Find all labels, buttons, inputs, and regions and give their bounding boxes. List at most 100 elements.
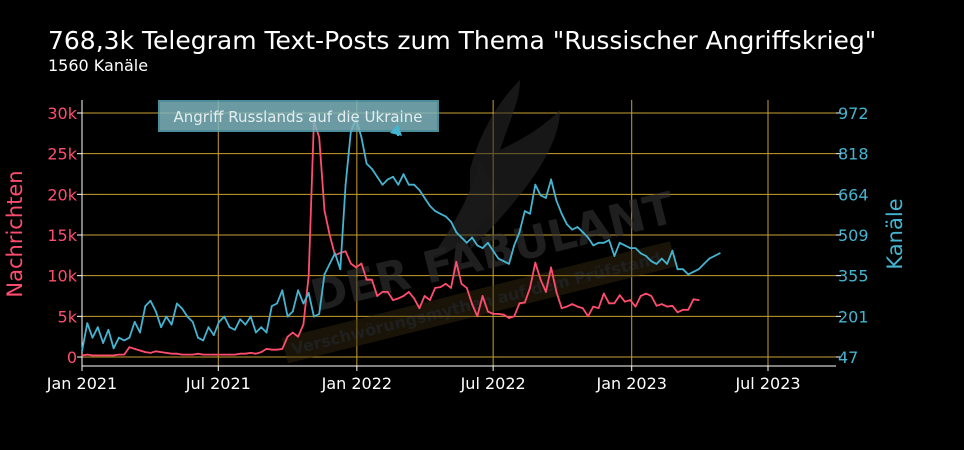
y-right-tick-label: 972 [838, 104, 869, 123]
data-point [133, 321, 136, 323]
data-point [149, 352, 152, 354]
data-point [360, 262, 363, 265]
data-point [555, 199, 558, 202]
data-point [692, 298, 695, 301]
data-point [439, 212, 442, 215]
data-point [645, 255, 647, 257]
data-point [402, 295, 405, 297]
data-point [297, 289, 299, 292]
data-point [708, 257, 711, 260]
data-point [102, 354, 104, 357]
data-point [128, 336, 131, 339]
axes: 0 5k 10k 15k 20k 25k 30k 47 201 355 509 664 818 972 Ja… [3, 100, 907, 393]
annotation: Angriff Russlands auf die Ukraine [158, 100, 439, 136]
y-left-tick-label: 5k [58, 307, 78, 326]
data-point [676, 311, 679, 314]
data-point [608, 239, 610, 242]
data-point [508, 317, 510, 319]
data-point [523, 210, 526, 213]
data-point [376, 175, 379, 178]
data-point [349, 262, 352, 265]
data-point [91, 354, 94, 357]
data-point [144, 305, 147, 307]
x-tick-label: Jan 2022 [321, 374, 392, 393]
y-left-tick-label: 15k [47, 226, 77, 245]
annotation-text: Angriff Russlands auf die Ukraine [174, 108, 423, 126]
data-point [597, 307, 600, 310]
data-point [407, 291, 410, 293]
data-point [660, 303, 663, 305]
data-point [502, 260, 505, 263]
data-point [191, 321, 194, 323]
data-point [418, 307, 421, 310]
data-point [666, 263, 668, 265]
data-point [471, 236, 473, 239]
data-point [128, 346, 131, 349]
data-point [571, 303, 574, 305]
data-point [133, 348, 136, 350]
data-point [276, 302, 278, 305]
data-point [529, 212, 531, 215]
data-point [281, 289, 284, 292]
data-point [107, 328, 110, 331]
data-point [592, 305, 595, 308]
data-point [197, 352, 199, 355]
data-point [313, 315, 315, 318]
data-point [513, 244, 516, 247]
data-point [539, 194, 542, 197]
data-point [629, 247, 632, 250]
data-point [118, 336, 120, 339]
data-point [545, 291, 547, 293]
data-point [91, 336, 94, 339]
data-point [487, 310, 489, 313]
y-axis-left-title: Nachrichten [3, 170, 27, 297]
data-point [160, 351, 163, 353]
data-point [587, 236, 589, 239]
data-point [165, 352, 168, 354]
data-point [492, 313, 494, 315]
y-right-tick-label: 201 [838, 307, 869, 326]
chart-subtitle: 1560 Kanäle [48, 56, 149, 75]
data-point [265, 331, 268, 334]
data-point [518, 302, 521, 305]
data-point [697, 299, 700, 301]
series-nachrichten [81, 120, 700, 357]
data-point [302, 323, 305, 326]
data-point [281, 348, 284, 350]
data-point [513, 315, 516, 318]
data-point [165, 315, 168, 318]
data-point [650, 260, 653, 263]
data-point [571, 228, 574, 231]
data-point [455, 260, 458, 263]
data-point [86, 322, 89, 325]
y-right-tick-label: 664 [838, 185, 869, 204]
data-point [676, 268, 679, 271]
data-point [497, 257, 500, 260]
data-point [328, 234, 331, 236]
data-point [355, 266, 357, 269]
data-point [112, 347, 115, 350]
data-point [439, 286, 442, 288]
data-point [112, 354, 115, 357]
data-point [613, 302, 616, 305]
data-point [218, 321, 220, 323]
series-kanaele [81, 117, 721, 352]
data-point [276, 348, 278, 351]
data-point [218, 353, 220, 356]
data-point [624, 244, 626, 247]
data-point [666, 305, 668, 308]
data-point [118, 353, 120, 356]
data-point [123, 339, 126, 342]
series-lines [81, 117, 721, 357]
data-point [96, 354, 99, 357]
data-point [545, 197, 547, 199]
data-point [107, 354, 110, 357]
data-point [450, 287, 452, 289]
data-point [534, 183, 537, 186]
data-point [318, 313, 321, 315]
data-point [255, 331, 257, 334]
data-point [429, 299, 431, 301]
data-point [176, 352, 178, 355]
data-point [307, 274, 310, 277]
data-point [397, 297, 400, 300]
